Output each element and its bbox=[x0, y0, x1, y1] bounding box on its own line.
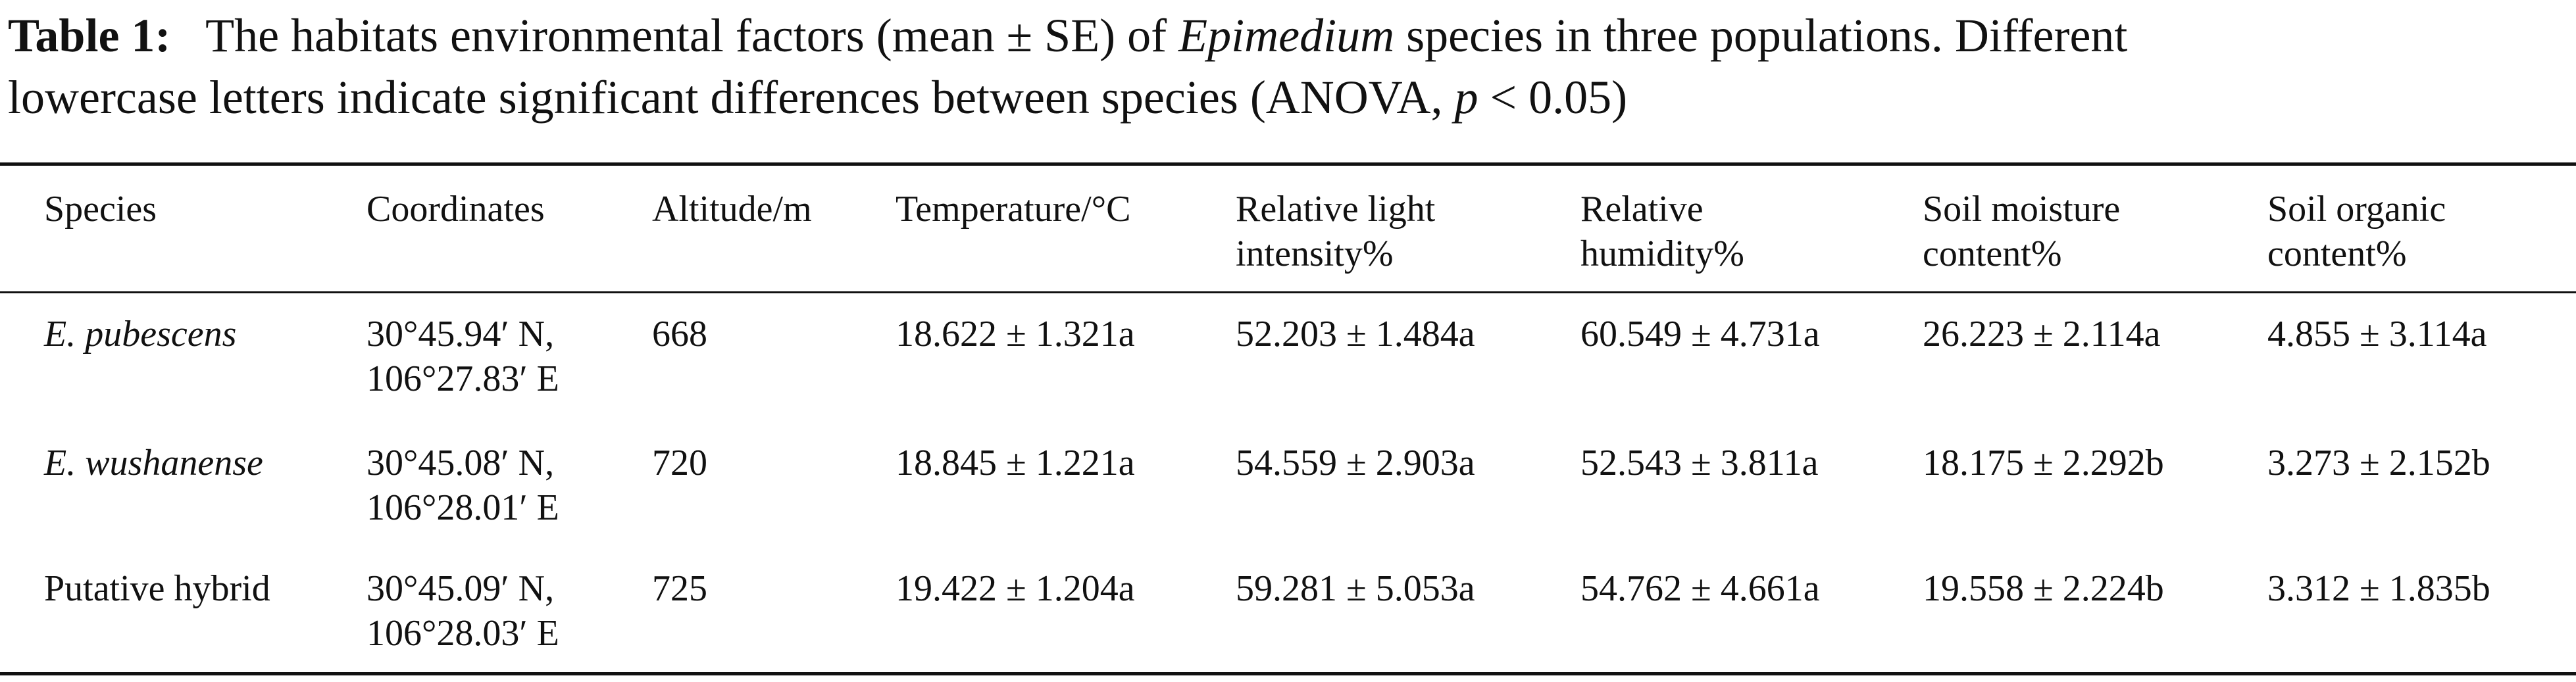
species-cell: E. wushanense bbox=[44, 443, 263, 483]
header-cell: humidity% bbox=[1580, 233, 1744, 274]
data-cell: 18.845 ± 1.221a bbox=[896, 443, 1135, 483]
data-cell: 52.543 ± 3.811a bbox=[1580, 443, 1819, 483]
header-cell: Relative bbox=[1580, 189, 1704, 230]
header-cell: intensity% bbox=[1236, 233, 1394, 274]
header-cell: content% bbox=[2267, 233, 2407, 274]
data-cell: 725 bbox=[652, 568, 707, 609]
data-cell: 60.549 ± 4.731a bbox=[1580, 314, 1820, 354]
data-cell: 106°27.83′ E bbox=[366, 358, 559, 399]
caption-text: species in three populations. Different bbox=[1394, 9, 2128, 62]
caption-italic: Epimedium bbox=[1178, 9, 1395, 62]
data-cell: 18.175 ± 2.292b bbox=[1923, 443, 2164, 483]
data-cell: 19.558 ± 2.224b bbox=[1923, 568, 2164, 609]
data-cell: 3.273 ± 2.152b bbox=[2267, 443, 2490, 483]
data-cell: 54.762 ± 4.661a bbox=[1580, 568, 1820, 609]
data-cell: 106°28.01′ E bbox=[366, 487, 559, 528]
header-cell: Temperature/°C bbox=[896, 189, 1131, 230]
top-rule bbox=[0, 162, 2576, 166]
data-cell: 30°45.08′ N, bbox=[366, 443, 555, 483]
header-cell: Altitude/m bbox=[652, 189, 812, 230]
species-cell: E. pubescens bbox=[44, 314, 237, 354]
caption-text: < 0.05) bbox=[1478, 71, 1628, 124]
data-cell: 26.223 ± 2.114a bbox=[1923, 314, 2161, 354]
caption-line: Table 1: The habitats environmental fact… bbox=[8, 12, 2127, 59]
caption-line: lowercase letters indicate significant d… bbox=[8, 74, 1627, 121]
data-cell: 668 bbox=[652, 314, 707, 354]
mid-rule bbox=[0, 291, 2576, 293]
caption-text: The habitats environmental factors (mean… bbox=[205, 9, 1179, 62]
header-cell: Soil moisture bbox=[1923, 189, 2121, 230]
data-cell: 3.312 ± 1.835b bbox=[2267, 568, 2490, 609]
header-cell: Relative light bbox=[1236, 189, 1436, 230]
header-cell: content% bbox=[1923, 233, 2062, 274]
caption-label: Table 1: bbox=[8, 9, 171, 62]
header-cell: Soil organic bbox=[2267, 189, 2446, 230]
header-cell: Coordinates bbox=[366, 189, 545, 230]
species-cell: Putative hybrid bbox=[44, 568, 270, 609]
bottom-rule bbox=[0, 672, 2576, 675]
data-cell: 4.855 ± 3.114a bbox=[2267, 314, 2487, 354]
data-cell: 720 bbox=[652, 443, 707, 483]
data-cell: 54.559 ± 2.903a bbox=[1236, 443, 1475, 483]
data-cell: 52.203 ± 1.484a bbox=[1236, 314, 1475, 354]
header-cell: Species bbox=[44, 189, 157, 230]
data-cell: 30°45.94′ N, bbox=[366, 314, 555, 354]
data-cell: 30°45.09′ N, bbox=[366, 568, 555, 609]
data-cell: 59.281 ± 5.053a bbox=[1236, 568, 1475, 609]
data-cell: 106°28.03′ E bbox=[366, 613, 559, 654]
caption-text: lowercase letters indicate significant d… bbox=[8, 71, 1455, 124]
caption-italic: p bbox=[1454, 71, 1478, 124]
data-cell: 18.622 ± 1.321a bbox=[896, 314, 1135, 354]
data-cell: 19.422 ± 1.204a bbox=[896, 568, 1135, 609]
